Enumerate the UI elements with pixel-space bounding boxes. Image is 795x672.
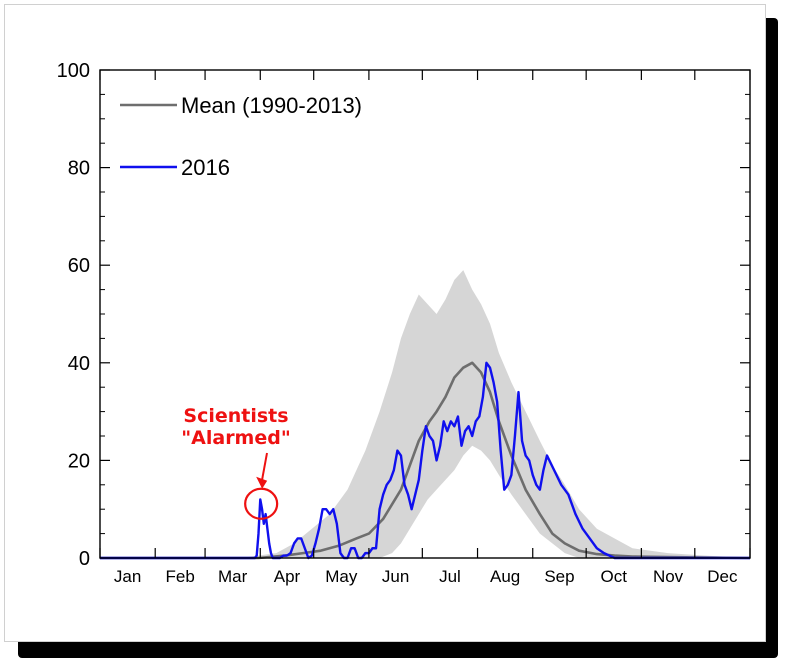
range-band-layer <box>100 270 750 558</box>
legend: Mean (1990-2013) 2016 <box>120 93 362 180</box>
x-tick-label: Oct <box>601 567 628 586</box>
x-tick-label: Mar <box>218 567 248 586</box>
x-tick-label: Nov <box>653 567 684 586</box>
x-tick-label: Jul <box>439 567 461 586</box>
legend-label: 2016 <box>181 155 230 180</box>
x-tick-label: Feb <box>165 567 194 586</box>
x-tick-label: Jan <box>114 567 141 586</box>
x-tick-label: Apr <box>274 567 301 586</box>
y-tick-label: 0 <box>79 548 90 570</box>
y-tick-label: 80 <box>68 158 90 180</box>
annotation-circle <box>244 487 279 520</box>
annotation-line-2: "Alarmed" <box>181 427 291 449</box>
annotation: Scientists"Alarmed" <box>181 405 291 520</box>
series-layer <box>100 361 751 560</box>
annotation-arrow-head <box>256 476 268 489</box>
y-tick-label: 60 <box>68 255 90 277</box>
y-tick-label: 100 <box>57 60 90 82</box>
series-line-mean <box>100 361 751 560</box>
axis-layer: 0 20 40 60 80 100 Jan Feb Mar Apr May Jun Jul Aug Sep O… <box>57 60 751 586</box>
y-tick-label: 40 <box>68 353 90 375</box>
legend-label: Mean (1990-2013) <box>181 93 362 118</box>
snow-cover-chart: 0 20 40 60 80 100 Jan Feb Mar Apr May Jun Jul Aug Sep O… <box>57 60 751 586</box>
x-tick-label: Aug <box>490 567 520 586</box>
chart-page: 0 20 40 60 80 100 Jan Feb Mar Apr May Jun Jul Aug Sep O… <box>4 4 766 642</box>
series-line-year <box>100 361 750 560</box>
y-tick-label: 20 <box>68 450 90 472</box>
x-tick-label: Dec <box>707 567 738 586</box>
annotation-line-1: Scientists <box>183 405 288 427</box>
x-tick-label: Jun <box>382 567 409 586</box>
x-tick-label: May <box>325 567 358 586</box>
x-tick-label: Sep <box>544 567 574 586</box>
range-band-area <box>100 270 750 558</box>
